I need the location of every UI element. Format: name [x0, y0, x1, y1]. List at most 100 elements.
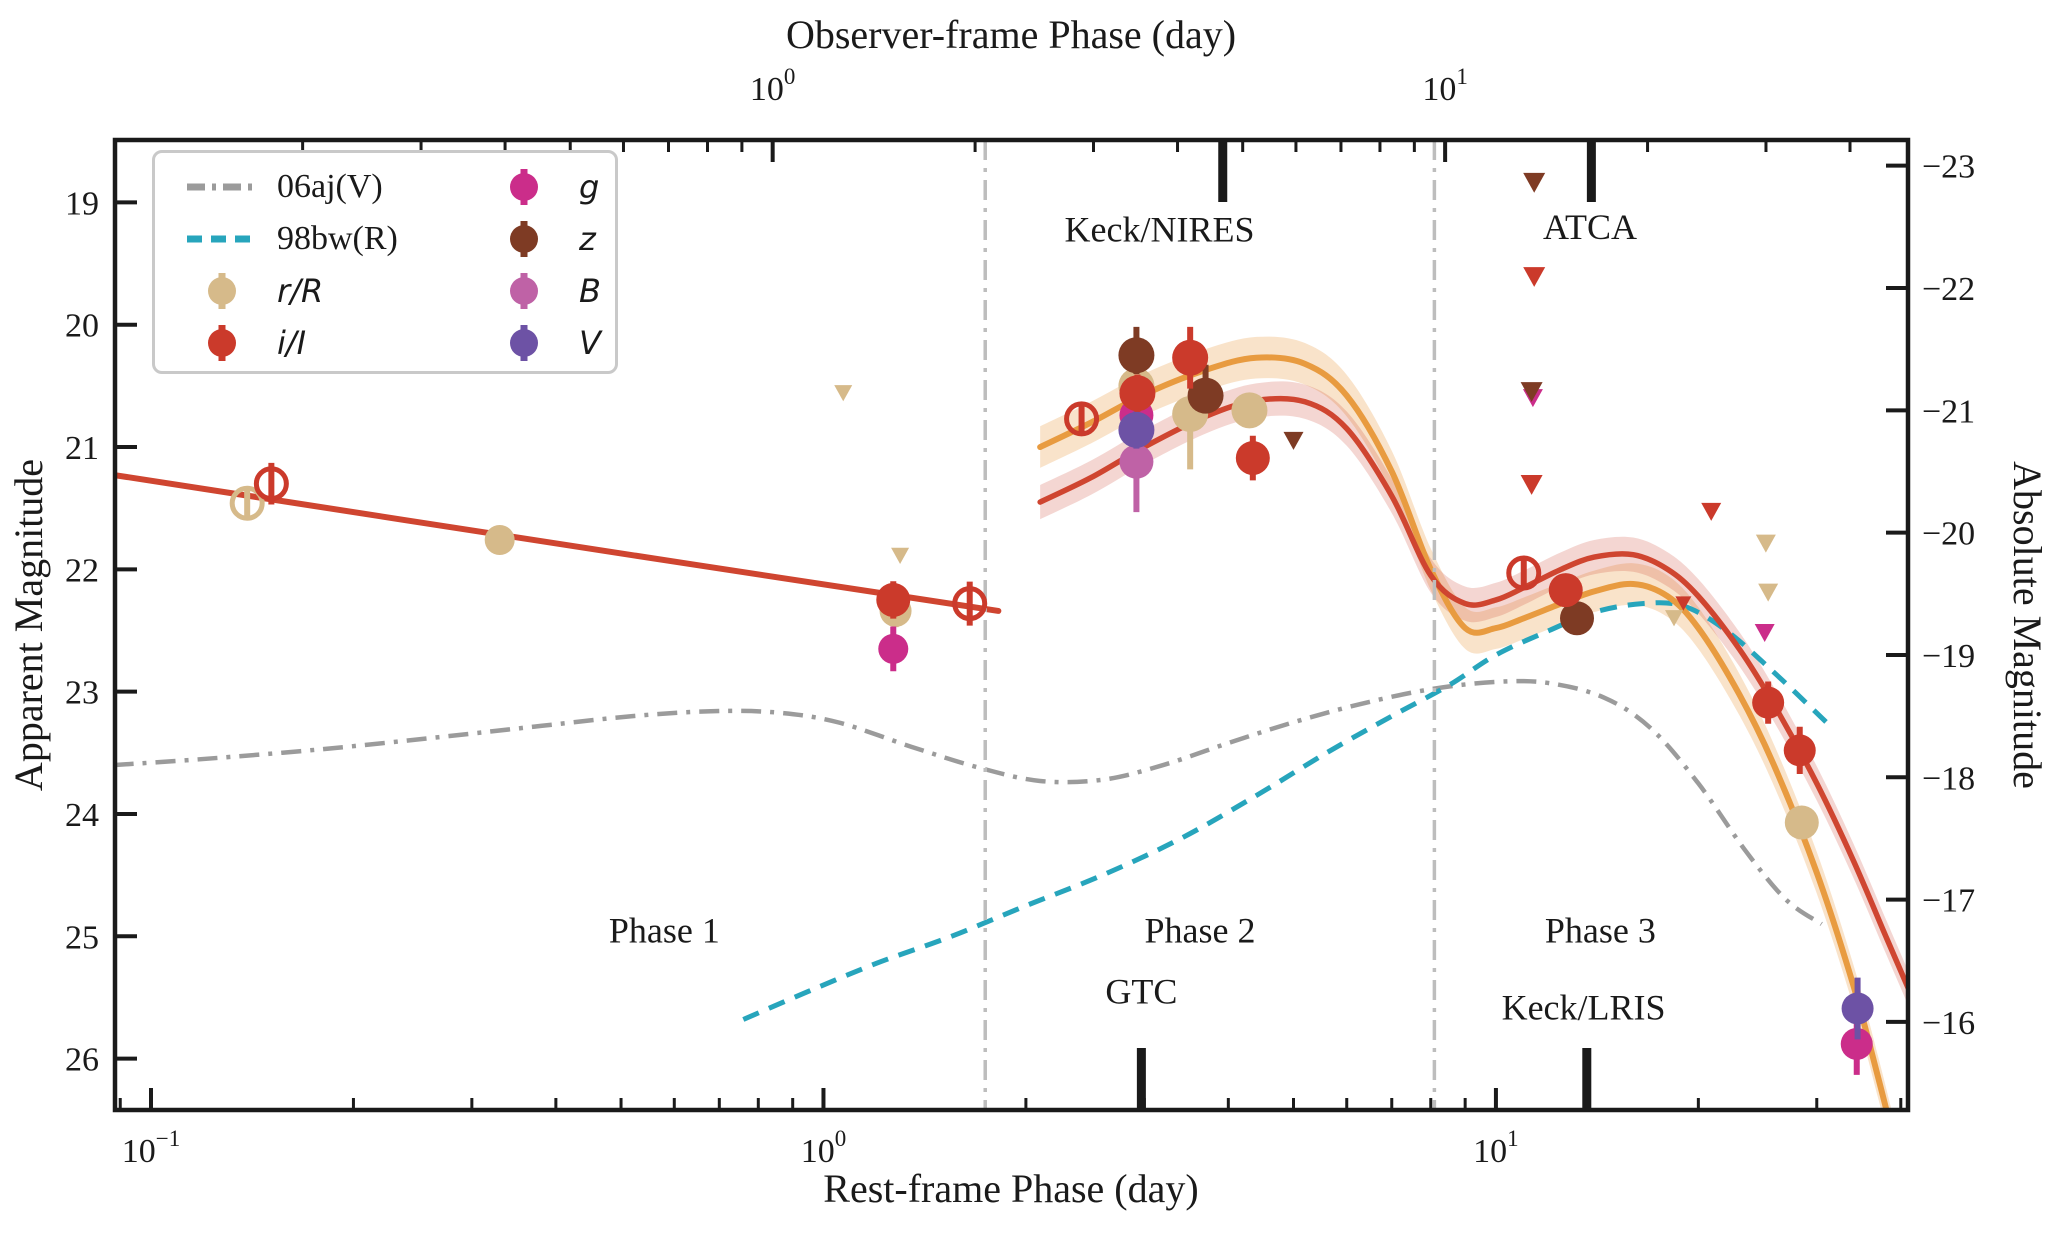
- legend-entry-label: B: [579, 272, 601, 310]
- instrument-label: GTC: [1105, 972, 1177, 1012]
- detection-i_I: [1548, 573, 1583, 608]
- detection-V: [1841, 992, 1874, 1025]
- right-tick-label: −18: [1922, 760, 1975, 797]
- upper-limit-r_R: [834, 385, 853, 402]
- phase-label: Phase 2: [1144, 910, 1255, 950]
- upper-limit-r_R: [1755, 534, 1776, 553]
- bottom-tick-label: 101: [1473, 1126, 1519, 1170]
- phase-label: Phase 3: [1545, 910, 1656, 950]
- detection-i_I-open: [253, 466, 289, 502]
- detection-g: [878, 633, 909, 664]
- model-r: [1037, 354, 1890, 1110]
- comparison-curve-98bw(R): [742, 600, 1829, 1022]
- legend-entry-98bw(R): 98bw(R): [183, 219, 398, 259]
- legend-entry-label: V: [579, 324, 601, 362]
- phase-label: Phase 1: [609, 910, 720, 950]
- bottom-tick-label: 100: [801, 1126, 847, 1170]
- right-tick-label: −16: [1922, 1005, 1975, 1042]
- upper-limit-i_I: [1520, 475, 1543, 495]
- left-tick-label: 25: [65, 919, 99, 956]
- legend-swatch: [208, 325, 236, 361]
- detection-i_I-open: [952, 586, 988, 622]
- detection-z: [1187, 377, 1224, 414]
- legend-swatch: [208, 273, 236, 309]
- upper-limit-z: [1523, 172, 1546, 193]
- upper-limit-z: [1283, 431, 1304, 450]
- legend-entry-label: r/R: [277, 272, 324, 310]
- detection-r_R: [484, 524, 515, 555]
- legend-swatch: [510, 273, 538, 309]
- model-uncertainty-bands: [1040, 336, 1908, 1110]
- detection-g: [1840, 1027, 1873, 1060]
- legend-entry-i/I: i/I: [183, 323, 306, 363]
- instrument-label: ATCA: [1543, 207, 1637, 247]
- left-tick-label: 23: [65, 675, 99, 712]
- right-axis-title: Absolute Magnitude: [2005, 461, 2048, 789]
- legend-entry-06aj(V): 06aj(V): [183, 167, 383, 207]
- left-tick-label: 21: [65, 430, 99, 467]
- upper-limit-i_I: [1701, 502, 1722, 521]
- detection-i_I: [1752, 686, 1785, 719]
- upper-limit-r_R: [891, 547, 910, 564]
- comparison-curves: [115, 600, 1829, 1022]
- right-tick-label: −20: [1922, 516, 1975, 553]
- detection-B: [1119, 444, 1154, 479]
- axes-and-ticks: 10−1 100 101 100 101 19 20 21 22 23 24 25 26 −23 −22 −2…: [65, 64, 1975, 1170]
- detection-V: [1118, 411, 1155, 448]
- legend-entry-r/R: r/R: [183, 271, 323, 311]
- legend-entry-B: B: [485, 271, 601, 311]
- comparison-curve-06aj(V): [115, 678, 1823, 926]
- bottom-axis-title: Rest-frame Phase (day): [823, 1166, 1198, 1211]
- instrument-label: Keck/NIRES: [1065, 210, 1255, 250]
- text-annotations: Phase 1 Phase 2 Phase 3 Keck/NIRES ATCA GTC Ke…: [609, 207, 1666, 1027]
- left-tick-label: 22: [65, 552, 99, 589]
- legend-box: 06aj(V) 98bw(R) r/R i/I g z B V: [152, 150, 618, 374]
- left-tick-label: 26: [65, 1042, 99, 1079]
- detection-i_I-open: [1506, 555, 1542, 591]
- legend-entry-label: 06aj(V): [277, 168, 383, 205]
- bottom-tick-label: 10−1: [122, 1126, 180, 1170]
- left-tick-label: 20: [65, 308, 99, 345]
- legend-entry-V: V: [485, 323, 601, 363]
- legend-entry-z: z: [485, 219, 596, 259]
- legend-swatch: [510, 325, 538, 361]
- legend-swatch: [510, 169, 538, 205]
- upper-limit-i_I: [1523, 267, 1546, 287]
- left-tick-label: 24: [65, 797, 99, 834]
- detection-i_I: [1235, 441, 1270, 476]
- plot-border: [112, 137, 1911, 1113]
- upper-limit-g: [1754, 623, 1775, 642]
- top-tick-label: 100: [750, 64, 796, 108]
- detection-i_I: [876, 582, 911, 617]
- detection-r_R: [1784, 805, 1819, 840]
- legend-entry-g: g: [485, 167, 599, 207]
- upper-limit-r_R: [1758, 583, 1779, 602]
- detection-i_I: [1783, 734, 1816, 767]
- upper-limit-r_R: [1665, 610, 1684, 627]
- left-tick-label: 19: [65, 185, 99, 222]
- detection-z: [1118, 337, 1155, 374]
- left-axis-title: Apparent Magnitude: [6, 459, 51, 791]
- legend-swatch: [187, 235, 257, 243]
- phase-separators: [983, 140, 1437, 1110]
- detection-z: [1560, 601, 1595, 636]
- right-tick-label: −19: [1922, 638, 1975, 675]
- right-tick-label: −22: [1922, 271, 1975, 308]
- detection-points: [229, 326, 1874, 1075]
- top-axis-title: Observer-frame Phase (day): [786, 12, 1236, 57]
- detection-i_I-open: [1064, 401, 1100, 437]
- right-tick-label: −17: [1922, 883, 1975, 920]
- upper-limit-markers: [834, 172, 1779, 642]
- right-tick-label: −23: [1922, 149, 1975, 186]
- legend-entry-label: i/I: [277, 324, 307, 362]
- instrument-epoch-marks: [1136, 140, 1596, 1110]
- upper-limit-z: [1520, 382, 1543, 402]
- detection-r_R: [1231, 392, 1268, 429]
- instrument-label: Keck/LRIS: [1502, 987, 1666, 1027]
- right-tick-label: −21: [1922, 393, 1975, 430]
- detection-r_R-open: [229, 485, 265, 521]
- legend-swatch: [510, 221, 538, 257]
- legend-entry-label: g: [579, 168, 600, 206]
